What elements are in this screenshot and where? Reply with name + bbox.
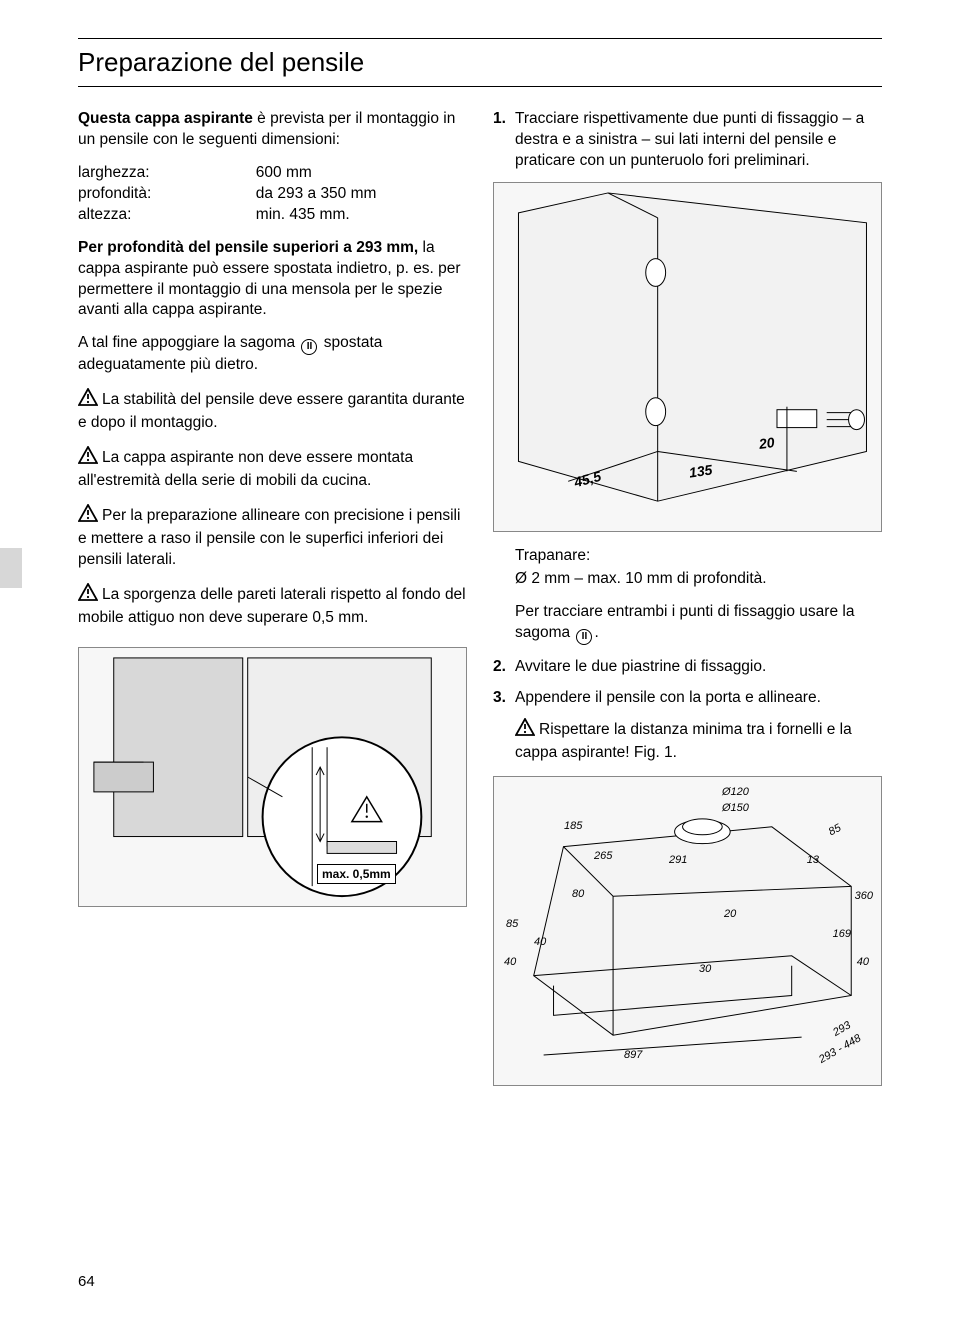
drill-spec-text: 2 mm – max. 10 mm di profondità.	[531, 570, 766, 587]
trace-period: .	[594, 624, 598, 641]
left-column: Questa cappa aspirante è prevista per il…	[78, 109, 467, 1086]
depth-bold: Per profondità del pensile superiori a 2…	[78, 239, 418, 256]
intro-paragraph: Questa cappa aspirante è prevista per il…	[78, 109, 467, 151]
warning-icon	[78, 388, 98, 413]
warning-not-end-text: La cappa aspirante non deve essere monta…	[78, 449, 413, 489]
dim-265: 265	[594, 849, 612, 864]
step-3-number: 3.	[493, 688, 515, 709]
step-1: 1. Tracciare rispettivamente due punti d…	[493, 109, 882, 172]
dim-width-label: larghezza:	[78, 163, 242, 184]
warning-icon	[78, 446, 98, 471]
dim-d150: Ø150	[722, 801, 749, 816]
dim-169: 169	[833, 927, 851, 942]
warning-icon	[78, 583, 98, 608]
dim-20b: 20	[724, 907, 736, 922]
dim-13: 13	[807, 853, 819, 868]
trace-pre: Per tracciare entrambi i punti di fissag…	[515, 603, 854, 641]
figure-mounting-svg	[494, 183, 881, 531]
step-3: 3. Appendere il pensile con la porta e a…	[493, 688, 882, 709]
dim-d120: Ø120	[722, 785, 749, 800]
dim-135: 135	[688, 460, 714, 482]
dim-20: 20	[758, 433, 776, 454]
dim-291: 291	[669, 853, 687, 868]
template-ii-icon: II	[301, 339, 317, 355]
figure-gap-caption: max. 0,5mm	[317, 864, 396, 884]
dim-40a: 40	[534, 935, 546, 950]
rule-top	[78, 38, 882, 39]
drill-block: Trapanare: Ø 2 mm – max. 10 mm di profon…	[493, 546, 882, 645]
intro-bold: Questa cappa aspirante	[78, 110, 253, 127]
step-3-text: Appendere il pensile con la porta e alli…	[515, 688, 882, 709]
warning-stability-text: La stabilità del pensile deve essere gar…	[78, 391, 465, 431]
warning-min-distance-text: Rispettare la distanza minima tra i forn…	[515, 721, 852, 761]
rule-under-title	[78, 86, 882, 87]
warning-stability: La stabilità del pensile deve essere gar…	[78, 388, 467, 434]
two-column-layout: Questa cappa aspirante è prevista per il…	[78, 109, 882, 1086]
figure-mounting-points: 45,5 135 20	[493, 182, 882, 532]
warning-protrusion: La sporgenza delle pareti laterali rispe…	[78, 583, 467, 629]
step-1-text: Tracciare rispettivamente due punti di f…	[515, 109, 882, 172]
drill-label: Trapanare:	[515, 546, 882, 567]
dim-85: 85	[506, 917, 518, 932]
dim-40b: 40	[504, 955, 516, 970]
figure-dimensions-drawing: Ø120 Ø150 185 265 291 80 85 40 40 20 13 …	[493, 776, 882, 1086]
trace-paragraph: Per tracciare entrambi i punti di fissag…	[515, 602, 882, 645]
dim-30: 30	[699, 962, 711, 977]
warning-align: Per la preparazione allineare con precis…	[78, 504, 467, 571]
dim-80: 80	[572, 887, 584, 902]
warning-icon	[78, 504, 98, 529]
step-2-text: Avvitare le due piastrine di fissaggio.	[515, 657, 882, 678]
dim-height-value: min. 435 mm.	[256, 205, 467, 226]
warning-protrusion-text: La sporgenza delle pareti laterali rispe…	[78, 586, 466, 626]
figure-gap-svg	[79, 648, 466, 906]
figure-dimensions-svg	[494, 777, 881, 1085]
dim-height-label: altezza:	[78, 205, 242, 226]
dim-depth-value: da 293 a 350 mm	[256, 184, 467, 205]
warning-min-distance: Rispettare la distanza minima tra i forn…	[493, 718, 882, 764]
step-2-number: 2.	[493, 657, 515, 678]
figure-gap-detail: max. 0,5mm	[78, 647, 467, 907]
step-2: 2. Avvitare le due piastrine di fissaggi…	[493, 657, 882, 678]
drill-spec: Ø 2 mm – max. 10 mm di profondità.	[515, 569, 882, 590]
sagoma-paragraph: A tal fine appoggiare la sagoma II spost…	[78, 333, 467, 376]
dim-width-value: 600 mm	[256, 163, 467, 184]
right-column: 1. Tracciare rispettivamente due punti d…	[493, 109, 882, 1086]
warning-icon	[515, 718, 535, 743]
page-number: 64	[78, 1272, 95, 1292]
page-title: Preparazione del pensile	[78, 45, 882, 80]
dim-897: 897	[624, 1048, 642, 1063]
dim-depth-label: profondità:	[78, 184, 242, 205]
diameter-icon: Ø	[515, 570, 531, 587]
warning-not-end: La cappa aspirante non deve essere monta…	[78, 446, 467, 492]
dim-185: 185	[564, 819, 582, 834]
warning-align-text: Per la preparazione allineare con precis…	[78, 507, 460, 568]
dimensions-table: larghezza: 600 mm profondità: da 293 a 3…	[78, 163, 467, 226]
step-1-number: 1.	[493, 109, 515, 172]
depth-paragraph: Per profondità del pensile superiori a 2…	[78, 238, 467, 322]
page-tab-marker	[0, 548, 22, 588]
dim-40c: 40	[857, 955, 869, 970]
sagoma-pre: A tal fine appoggiare la sagoma	[78, 334, 299, 351]
template-ii-icon: II	[576, 629, 592, 645]
dim-360: 360	[855, 889, 873, 904]
